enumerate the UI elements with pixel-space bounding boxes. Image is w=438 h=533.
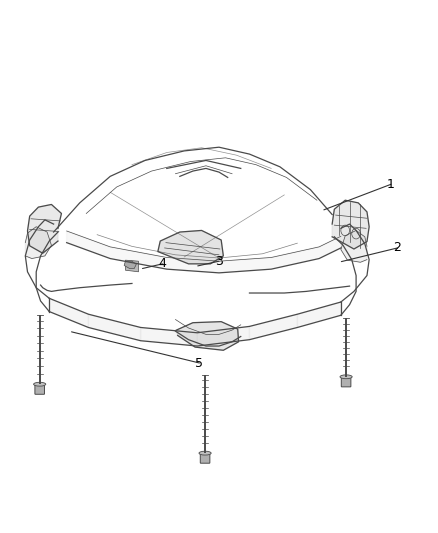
Polygon shape [341,230,367,262]
Polygon shape [250,314,297,340]
Text: 1: 1 [387,178,395,191]
Ellipse shape [34,382,46,386]
Polygon shape [141,327,197,346]
Polygon shape [88,314,141,341]
Polygon shape [124,261,136,269]
Polygon shape [197,326,250,346]
Polygon shape [332,200,369,249]
Polygon shape [49,298,88,327]
FancyBboxPatch shape [35,384,45,394]
Text: 3: 3 [215,255,223,268]
Ellipse shape [340,375,352,378]
Polygon shape [158,230,223,264]
Text: 4: 4 [159,257,166,270]
Polygon shape [25,227,51,259]
Ellipse shape [199,451,211,455]
Text: 5: 5 [195,357,203,369]
FancyBboxPatch shape [200,453,210,463]
Polygon shape [125,260,138,272]
Polygon shape [297,302,341,327]
Text: 2: 2 [393,241,401,254]
Polygon shape [67,231,341,273]
Polygon shape [28,205,61,253]
FancyBboxPatch shape [341,376,351,387]
Polygon shape [177,321,239,350]
